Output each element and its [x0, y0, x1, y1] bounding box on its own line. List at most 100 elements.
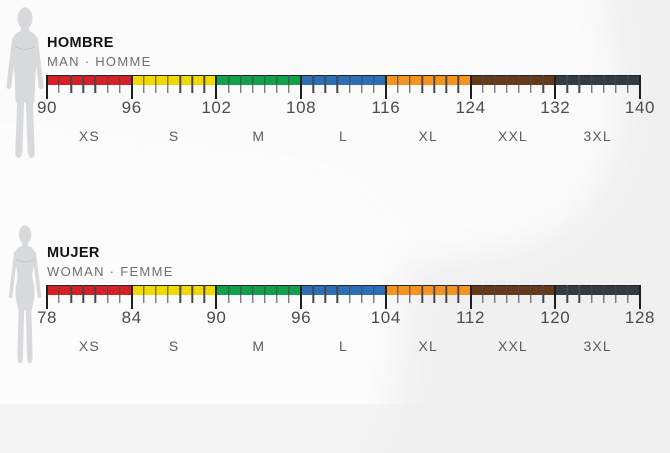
- major-tick: [215, 75, 218, 99]
- scale-segment-m: [216, 286, 302, 295]
- minor-tick: [94, 285, 97, 303]
- scale-number: 90: [206, 308, 227, 327]
- minor-tick: [167, 75, 169, 93]
- minor-tick: [143, 285, 145, 303]
- size-label: S: [168, 128, 180, 144]
- minor-tick: [324, 285, 327, 303]
- minor-tick: [179, 285, 181, 303]
- minor-tick: [324, 75, 327, 93]
- minor-tick: [288, 75, 290, 93]
- minor-tick: [373, 75, 375, 93]
- major-tick: [554, 285, 557, 309]
- size-label: XXL: [498, 338, 528, 354]
- minor-tick: [239, 75, 242, 93]
- minor-tick: [203, 285, 206, 303]
- minor-tick: [70, 285, 72, 303]
- minor-tick: [227, 285, 230, 303]
- men-ruler: 90 96 102 108 116 124 132 140 XS S M L XL XXL 3XL: [37, 75, 654, 155]
- size-label: L: [339, 338, 348, 354]
- minor-tick: [397, 75, 399, 93]
- minor-tick: [203, 75, 206, 93]
- men-title: HOMBRE: [47, 35, 114, 51]
- women-subtitle: WOMAN · FEMME: [47, 264, 174, 279]
- minor-tick: [143, 75, 145, 93]
- major-tick: [215, 285, 218, 309]
- minor-tick: [155, 75, 157, 93]
- minor-tick: [421, 285, 423, 303]
- minor-tick: [360, 285, 363, 303]
- minor-tick: [481, 75, 484, 93]
- women-scale-bar: [47, 285, 641, 295]
- minor-tick: [590, 285, 593, 303]
- minor-tick: [542, 285, 544, 303]
- minor-tick: [167, 285, 169, 303]
- major-tick: [554, 75, 557, 99]
- size-label: XL: [418, 128, 438, 144]
- minor-tick: [457, 75, 460, 93]
- minor-tick: [566, 75, 569, 93]
- scale-number: 102: [201, 98, 232, 117]
- scale-segment-m: [216, 76, 302, 85]
- minor-tick: [615, 75, 617, 93]
- minor-tick: [433, 75, 435, 93]
- scale-number: 128: [624, 308, 656, 327]
- scale-number: 132: [540, 98, 571, 117]
- scale-segment-l: [301, 286, 386, 295]
- minor-tick: [615, 285, 617, 303]
- minor-tick: [82, 75, 84, 93]
- scale-segment-3xl: [555, 286, 641, 295]
- minor-tick: [457, 285, 460, 303]
- minor-tick: [602, 75, 605, 93]
- minor-tick: [445, 75, 448, 93]
- scale-segment-s: [131, 286, 217, 295]
- minor-tick: [118, 285, 121, 303]
- scale-number: 108: [286, 98, 317, 117]
- minor-tick: [445, 285, 448, 303]
- minor-tick: [106, 75, 109, 93]
- major-tick: [384, 285, 387, 309]
- scale-number: 84: [121, 308, 142, 327]
- minor-tick: [433, 285, 435, 303]
- scale-number: 96: [291, 308, 312, 327]
- minor-tick: [252, 285, 254, 303]
- minor-tick: [264, 75, 266, 93]
- scale-segment-3xl: [555, 76, 641, 85]
- minor-tick: [409, 75, 411, 93]
- women-ruler: 78 84 90 96 104 112 120 128 XS S M L XL XXL 3XL: [37, 285, 654, 365]
- minor-tick: [602, 285, 605, 303]
- major-tick: [639, 285, 641, 309]
- major-tick: [46, 285, 48, 309]
- scale-number: 124: [455, 98, 486, 117]
- major-tick: [300, 75, 303, 99]
- scale-segment-l: [301, 76, 386, 85]
- scale-number: 116: [371, 98, 401, 117]
- major-tick: [469, 285, 472, 309]
- minor-tick: [627, 285, 629, 303]
- scale-number: 90: [36, 98, 58, 117]
- minor-tick: [360, 75, 363, 93]
- minor-tick: [312, 75, 314, 93]
- size-label: XXL: [498, 128, 528, 144]
- minor-tick: [82, 285, 84, 303]
- men-subtitle: MAN · HOMME: [47, 54, 152, 69]
- minor-tick: [312, 285, 314, 303]
- minor-tick: [336, 285, 339, 303]
- scale-segment-s: [131, 76, 217, 85]
- size-label: M: [252, 338, 266, 354]
- minor-tick: [373, 285, 375, 303]
- size-label: M: [252, 128, 266, 144]
- size-label: S: [168, 338, 180, 354]
- minor-tick: [506, 285, 508, 303]
- female-silhouette-icon: [8, 225, 42, 364]
- minor-tick: [276, 285, 278, 303]
- minor-tick: [179, 75, 181, 93]
- minor-tick: [518, 285, 520, 303]
- major-tick: [130, 75, 133, 99]
- minor-tick: [409, 285, 411, 303]
- minor-tick: [506, 75, 508, 93]
- minor-tick: [155, 285, 157, 303]
- minor-tick: [530, 285, 532, 303]
- size-label: XS: [78, 128, 100, 144]
- minor-tick: [227, 75, 230, 93]
